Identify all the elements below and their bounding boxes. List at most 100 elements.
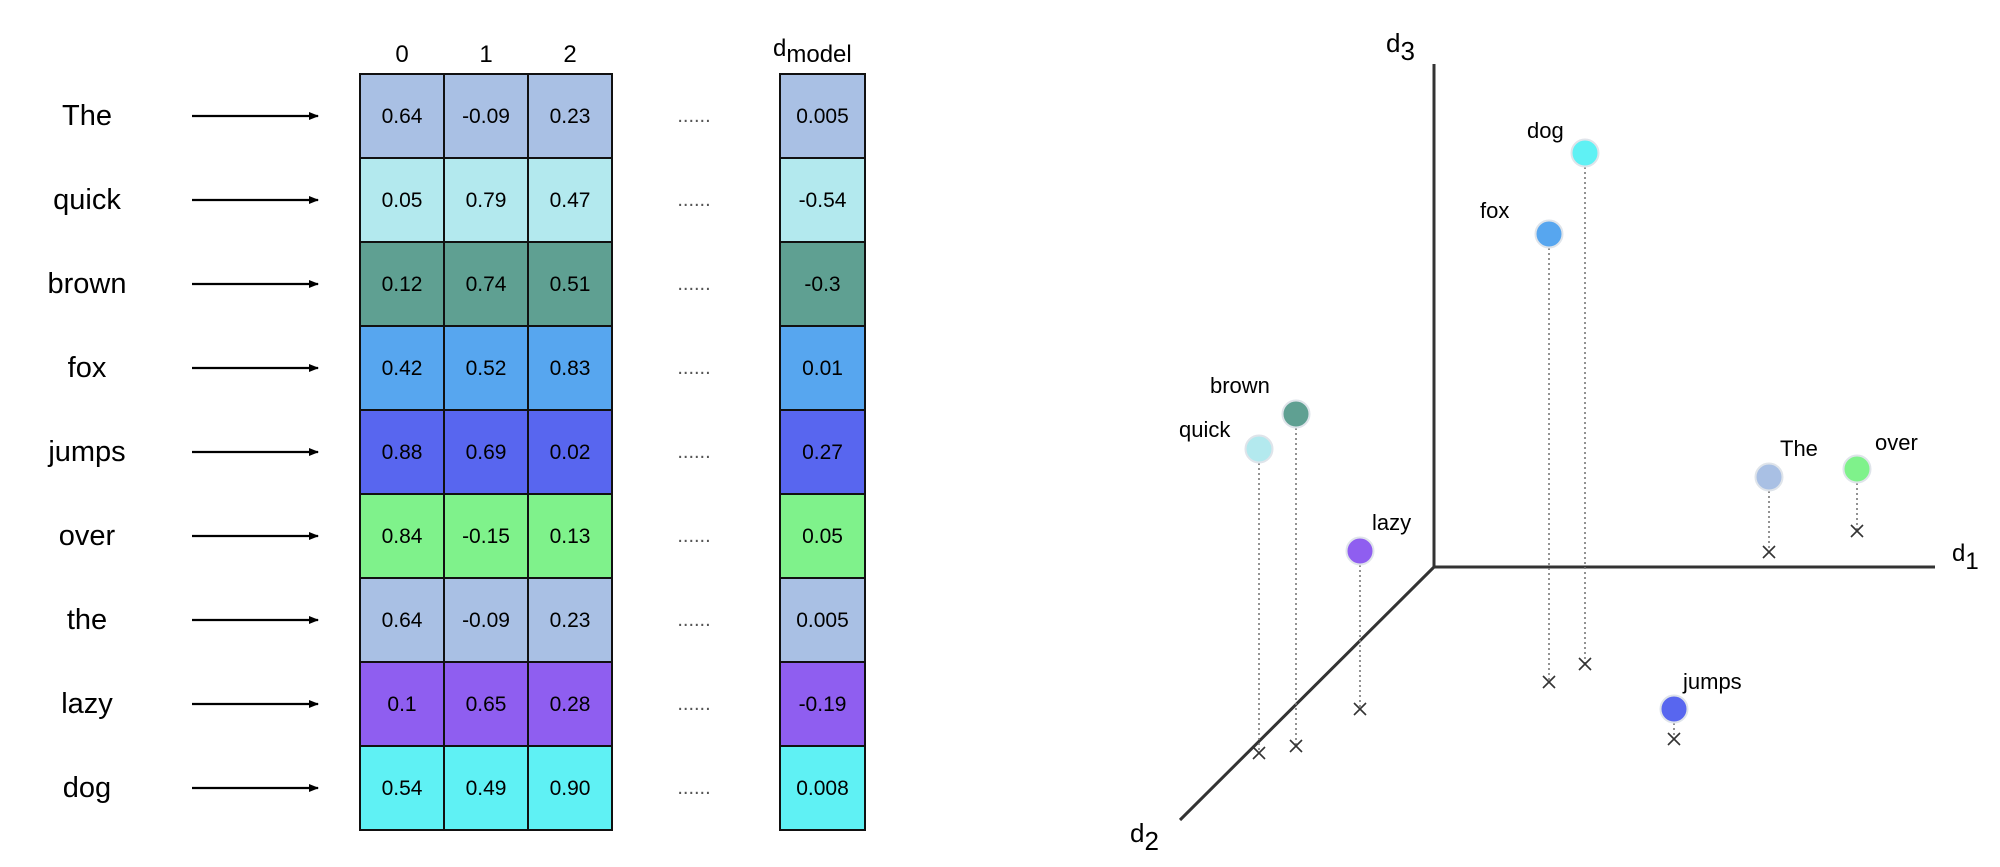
cell-value: 0.27 xyxy=(802,441,843,464)
cell-value: 0.47 xyxy=(550,189,591,212)
word-label: brown xyxy=(48,268,127,300)
point-marker xyxy=(1570,138,1600,168)
point-marker xyxy=(1842,454,1872,484)
matrix-cell xyxy=(443,73,529,159)
ellipsis: ...... xyxy=(677,357,710,379)
cell-value: 0.05 xyxy=(802,525,843,548)
matrix-cell xyxy=(359,745,445,831)
ellipsis: ...... xyxy=(677,609,710,631)
point-marker xyxy=(1534,219,1564,249)
matrix-row: lazy 0.1 0.65 0.28...... -0.19 xyxy=(61,661,866,747)
cell-value: -0.19 xyxy=(799,693,847,716)
cell-value: 0.83 xyxy=(550,357,591,380)
matrix-row: jumps 0.88 0.69 0.02...... 0.27 xyxy=(47,409,866,495)
axis-label-d3: d3 xyxy=(1386,28,1415,66)
cell-value: 0.13 xyxy=(550,525,591,548)
matrix-cell xyxy=(443,241,529,327)
d-model-cell xyxy=(779,661,866,747)
ellipsis: ...... xyxy=(677,273,710,295)
cell-value: 0.23 xyxy=(550,609,591,632)
ellipsis: ...... xyxy=(677,105,710,127)
axis-label-d1: d1 xyxy=(1952,540,1979,575)
cell-value: 0.84 xyxy=(382,525,423,548)
cell-value: 0.005 xyxy=(796,105,849,128)
embedding-point-jumps: jumps xyxy=(1659,669,1742,746)
point-label: jumps xyxy=(1682,669,1742,694)
axis-label-subscript: 1 xyxy=(1965,548,1978,575)
embedding-point-brown: brown xyxy=(1210,373,1311,753)
d-model-cell xyxy=(779,409,866,495)
embedding-point-lazy: lazy xyxy=(1345,510,1411,716)
projection-marker-icon xyxy=(1289,739,1303,753)
cell-value: 0.65 xyxy=(466,693,507,716)
matrix-cell xyxy=(527,157,613,243)
axis-label-d2: d2 xyxy=(1130,818,1159,856)
cell-value: 0.88 xyxy=(382,441,423,464)
word-label: lazy xyxy=(61,688,113,720)
point-marker xyxy=(1281,399,1311,429)
axis-label-base: d xyxy=(1952,540,1965,567)
matrix-cell xyxy=(527,577,613,663)
word-label: dog xyxy=(63,772,111,804)
point-marker xyxy=(1244,434,1274,464)
matrix-cell xyxy=(527,325,613,411)
cell-value: 0.23 xyxy=(550,105,591,128)
column-header: 0 xyxy=(395,41,408,68)
embedding-point-quick: quick xyxy=(1179,417,1274,760)
point-label: lazy xyxy=(1372,510,1411,535)
cell-value: 0.90 xyxy=(550,777,591,800)
cell-value: 0.54 xyxy=(382,777,423,800)
word-label: quick xyxy=(53,184,121,216)
cell-value: 0.69 xyxy=(466,441,507,464)
embedding-matrix: 0 1 2 dmodel The 0.64 -0.09 0.23...... 0.005… xyxy=(47,35,866,831)
d-model-cell xyxy=(779,325,866,411)
embedding-point-the: The xyxy=(1754,436,1818,559)
d-model-subscript: model xyxy=(786,41,851,68)
cell-value: 0.005 xyxy=(796,609,849,632)
point-label: brown xyxy=(1210,373,1270,398)
point-label: The xyxy=(1780,436,1818,461)
column-header-d-model: dmodel xyxy=(773,35,852,68)
matrix-row: brown 0.12 0.74 0.51...... -0.3 xyxy=(48,241,866,327)
word-label: the xyxy=(67,604,107,636)
cell-value: -0.54 xyxy=(799,189,847,212)
ellipsis: ...... xyxy=(677,441,710,463)
embedding-point-fox: fox xyxy=(1480,198,1564,689)
embedding-points: dog fox brown quick lazy The over jumps xyxy=(1179,118,1918,760)
cell-value: 0.05 xyxy=(382,189,423,212)
embedding-point-over: over xyxy=(1842,430,1918,538)
matrix-row: fox 0.42 0.52 0.83...... 0.01 xyxy=(68,325,866,411)
matrix-cell xyxy=(359,409,445,495)
point-marker xyxy=(1754,462,1784,492)
matrix-rows: The 0.64 -0.09 0.23...... 0.005 quick 0.05 0.79… xyxy=(47,73,866,831)
cell-value: 0.28 xyxy=(550,693,591,716)
axis-label-subscript: 2 xyxy=(1144,826,1158,856)
projection-marker-icon xyxy=(1353,702,1367,716)
d-model-cell xyxy=(779,577,866,663)
cell-value: -0.09 xyxy=(462,105,510,128)
cell-value: 0.42 xyxy=(382,357,423,380)
matrix-row: The 0.64 -0.09 0.23...... 0.005 xyxy=(62,73,866,159)
cell-value: -0.15 xyxy=(462,525,510,548)
cell-value: 0.1 xyxy=(387,693,416,716)
cell-value: 0.02 xyxy=(550,441,591,464)
matrix-row: dog 0.54 0.49 0.90...... 0.008 xyxy=(63,745,866,831)
point-label: quick xyxy=(1179,417,1231,442)
cell-value: 0.51 xyxy=(550,273,591,296)
d-model-cell xyxy=(779,241,866,327)
matrix-cell xyxy=(359,661,445,747)
projection-marker-icon xyxy=(1667,732,1681,746)
matrix-cell xyxy=(443,325,529,411)
cell-value: 0.79 xyxy=(466,189,507,212)
word-label: over xyxy=(59,520,116,552)
d-model-cell xyxy=(779,745,866,831)
cell-value: 0.01 xyxy=(802,357,843,380)
matrix-row: quick 0.05 0.79 0.47...... -0.54 xyxy=(53,157,866,243)
cell-value: 0.12 xyxy=(382,273,423,296)
matrix-cell xyxy=(443,157,529,243)
point-marker xyxy=(1345,536,1375,566)
matrix-cell xyxy=(527,745,613,831)
axis-d2 xyxy=(1178,565,1436,822)
